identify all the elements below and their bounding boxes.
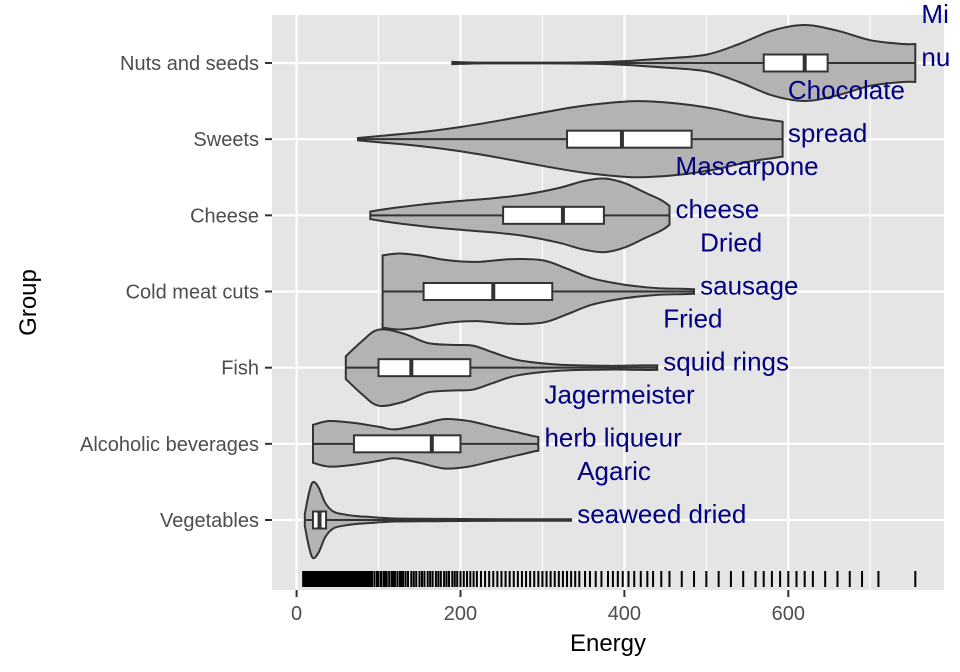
y-axis: Nuts and seeds Sweets Cheese Cold meat cuts… <box>80 53 272 532</box>
annotation-label: Dried <box>700 227 762 257</box>
y-tick-label: Cold meat cuts <box>126 282 259 304</box>
x-tick-label: 600 <box>772 603 805 625</box>
x-axis-title: Energy <box>570 630 646 657</box>
annotation-label: sausage <box>700 270 798 300</box>
annotation-label: seaweed dried <box>577 499 746 529</box>
box <box>422 282 554 301</box>
annotation-label: Mi <box>921 0 948 29</box>
y-tick-label: Nuts and seeds <box>120 53 259 75</box>
annotation-label: nu <box>921 42 950 72</box>
x-tick-label: 400 <box>608 603 641 625</box>
annotation-label: Mascarpone <box>676 151 819 181</box>
box <box>762 53 829 73</box>
box <box>377 358 472 378</box>
annotation-label: herb liqueur <box>544 423 682 453</box>
annotation-label: squid rings <box>663 347 789 377</box>
annotation-label: spread <box>788 118 868 148</box>
y-tick-label: Cheese <box>190 205 259 227</box>
x-tick-label: 0 <box>291 603 302 625</box>
annotation-label: Jagermeister <box>544 380 695 410</box>
violins <box>303 23 917 560</box>
annotation-label: cheese <box>676 194 760 224</box>
y-axis-title: Group <box>15 269 42 336</box>
y-tick-label: Alcoholic beverages <box>80 434 259 456</box>
box <box>566 129 693 149</box>
box <box>502 205 605 225</box>
annotation-label: Agaric <box>577 456 651 486</box>
box <box>352 434 462 454</box>
rug-marks <box>302 571 917 587</box>
annotation-label: Chocolate <box>788 75 905 105</box>
x-axis: 0 200 400 600 <box>291 590 805 625</box>
annotation-label: Fried <box>663 304 722 334</box>
y-tick-label: Sweets <box>193 129 259 151</box>
y-tick-label: Vegetables <box>160 510 259 532</box>
x-tick-label: 200 <box>444 603 477 625</box>
y-tick-label: Fish <box>221 358 259 380</box>
